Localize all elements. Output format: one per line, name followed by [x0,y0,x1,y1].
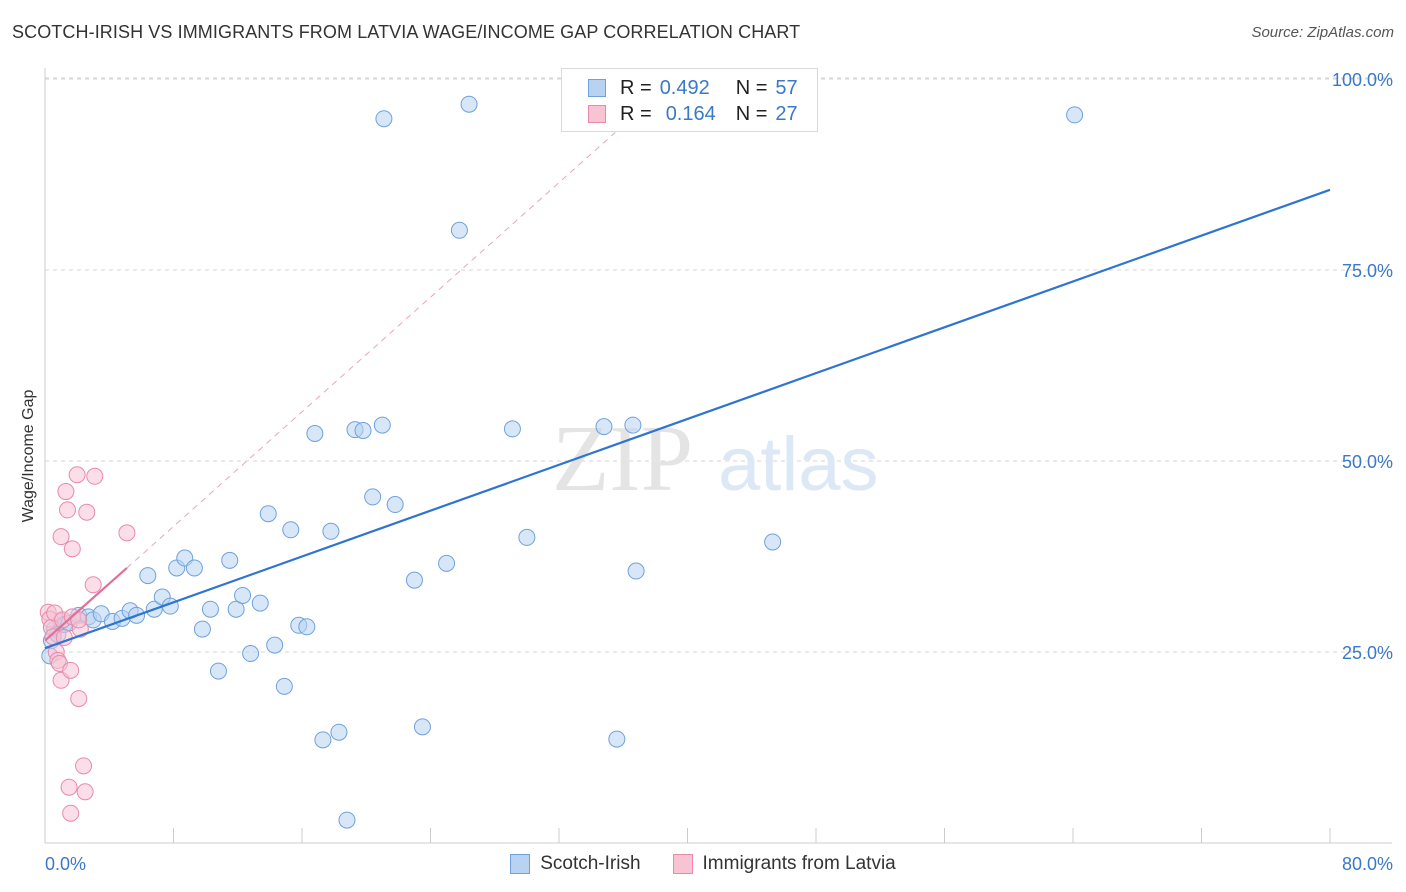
latvia-legend-swatch [672,854,693,874]
scotch-irish-point [282,521,300,539]
scotch-irish-point [314,731,332,749]
latvia-point [76,783,94,801]
scotch-irish-point [364,488,382,506]
stats-row-latvia: R = 0.164 N = 27 [588,102,798,126]
scotch-irish-point [386,496,404,514]
y-tick-labels: 25.0% 50.0% 75.0% 100.0% [1332,70,1393,663]
legend-item-scotch-irish: Scotch-Irish [510,853,641,875]
latvia-point [84,576,102,594]
scotch-irish-point [322,522,340,540]
latvia-trend-line [44,567,128,642]
scotch-irish-point [209,662,227,680]
chart-source: Source: ZipAtlas.com [1251,24,1394,41]
y-tick-label: 75.0% [1342,261,1393,281]
r-label: R = [620,76,652,99]
watermark: ZIP atlas [552,407,879,511]
scotch-irish-point [298,618,316,636]
n-value-latvia: 27 [775,102,798,125]
scotch-irish-point [595,418,613,436]
scotch-irish-point [405,571,423,589]
n-value-scotch-irish: 57 [775,76,798,99]
y-axis-label: Wage/Income Gap [20,390,37,523]
scotch-irish-point [185,559,203,577]
x-tick-labels: 0.0% 80.0% [45,854,1393,874]
grid-lines [45,77,1392,653]
latvia-point [63,540,81,558]
scotch-irish-point [373,416,391,434]
scotch-irish-point [193,620,211,638]
x-tick-label: 0.0% [45,854,86,874]
n-label: N = [735,102,768,125]
x-tick-label: 80.0% [1342,854,1393,874]
scotch-irish-point [330,723,348,741]
chart-title: SCOTCH-IRISH VS IMMIGRANTS FROM LATVIA W… [12,22,801,42]
scotch-irish-point [1066,106,1084,124]
stats-row-scotch-irish: R = 0.492 N = 57 [588,76,798,100]
scotch-irish-point [608,730,626,748]
scotch-irish-point [438,554,456,572]
scotch-irish-point [338,811,356,829]
latvia-point [75,757,93,775]
latvia-swatch [588,105,606,123]
latvia-point [78,503,96,521]
scotch-irish-point [354,421,372,439]
scotch-irish-point [259,505,277,523]
scotch-irish-point [375,110,393,128]
scotch-irish-point [764,533,782,551]
axes [44,68,1392,844]
stats-legend: R = 0.492 N = 57 R = 0.164 N = 27 [561,68,818,132]
latvia-point [60,778,78,796]
scotch-irish-point [413,718,431,736]
legend-label-scotch-irish: Scotch-Irish [540,853,641,874]
latvia-point [118,524,136,542]
r-value-latvia: 0.164 [665,102,716,125]
n-label: N = [735,76,768,99]
legend-item-latvia: Immigrants from Latvia [672,853,896,875]
latvia-point [86,467,104,485]
watermark-atlas: atlas [718,422,879,507]
latvia-point [52,528,70,546]
scotch-irish-point [518,528,536,546]
trend-lines [44,188,1331,650]
scotch-irish-point [503,420,521,438]
r-value-scotch-irish: 0.492 [659,76,710,99]
latvia-point [68,466,86,484]
scotch-irish-point [242,645,260,663]
scotch-irish-point [266,636,284,654]
scotch-irish-point [275,677,293,695]
scotch-irish-point [139,567,157,585]
scotch-irish-point [627,562,645,580]
scotch-irish-point [221,551,239,569]
legend-label-latvia: Immigrants from Latvia [702,853,896,874]
latvia-point [57,483,75,501]
scotch-irish-point [227,600,245,618]
scotch-irish-point [201,600,219,618]
series-legend: Scotch-Irish Immigrants from Latvia [0,852,1406,876]
latvia-point [58,501,76,519]
y-tick-label: 100.0% [1332,70,1393,90]
latvia-point [62,661,80,679]
latvia-point [70,690,88,708]
r-label: R = [620,102,652,125]
scotch-irish-point [624,416,642,434]
scotch-irish-point [306,424,324,442]
y-tick-label: 50.0% [1342,452,1393,472]
scotch-irish-point [234,586,252,604]
scotch-irish-point [251,594,269,612]
scotch-irish-point [460,95,478,113]
scotch-irish-point [450,221,468,239]
scotch-irish-legend-swatch [510,854,531,874]
scotch-irish-swatch [588,79,606,97]
latvia-point [62,804,80,822]
scotch-irish-trend-line [44,188,1331,650]
y-tick-label: 25.0% [1342,643,1393,663]
